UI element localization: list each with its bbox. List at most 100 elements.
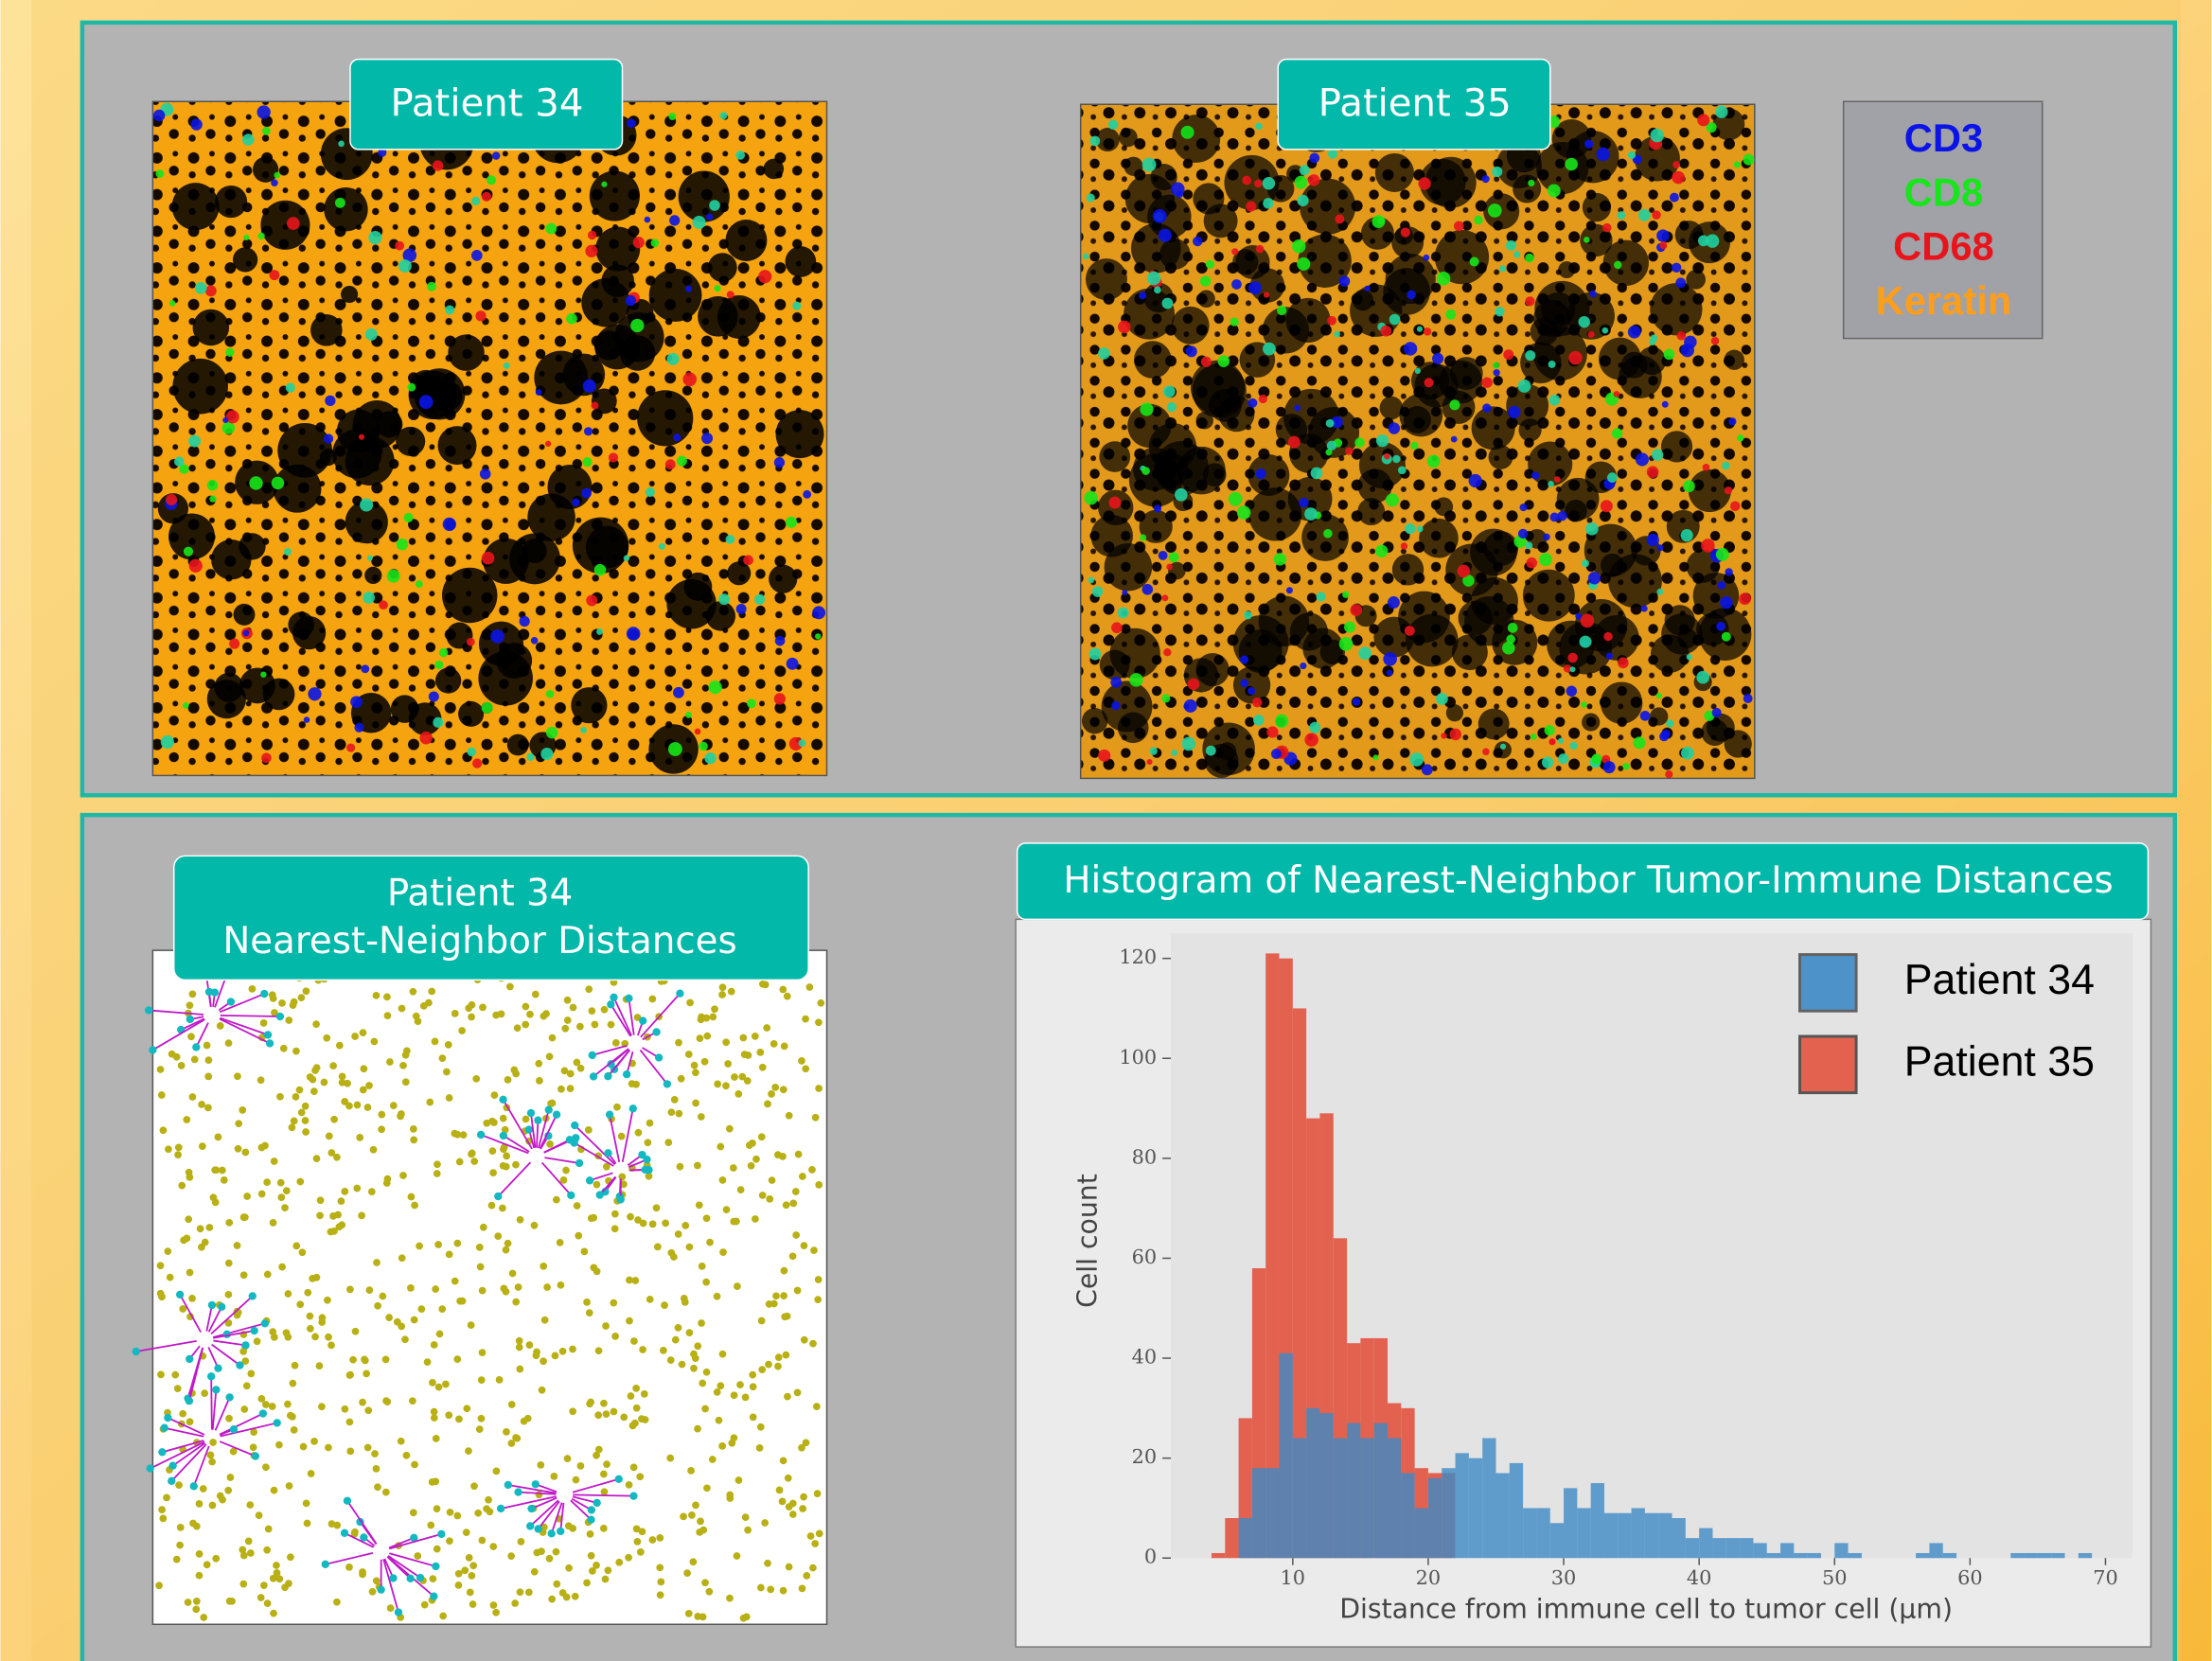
- tumor-cell: [292, 1243, 300, 1250]
- tumor-cell: [798, 1057, 805, 1065]
- image-label: Patient 35: [1318, 82, 1512, 126]
- stain: [1342, 592, 1349, 598]
- hist-bar: [1225, 1518, 1238, 1558]
- tumor-cell: [605, 1566, 612, 1574]
- tumor-cell: [714, 1080, 721, 1087]
- stain: [624, 556, 629, 561]
- stain: [1618, 211, 1626, 220]
- stain: [1636, 452, 1649, 466]
- tumor-cell: [771, 1084, 779, 1091]
- hist-bar: [1712, 1538, 1725, 1558]
- tumor-cell: [802, 1016, 809, 1023]
- stain: [261, 752, 272, 763]
- stain: [666, 579, 716, 628]
- tumor-cell: [803, 1439, 810, 1446]
- stain: [207, 680, 246, 718]
- stain: [1134, 341, 1172, 379]
- tumor-cell: [680, 1512, 687, 1520]
- tumor-cell: [316, 1211, 324, 1219]
- tumor-cell: [625, 1554, 632, 1562]
- stain: [726, 535, 735, 544]
- tumor-cell: [699, 1613, 707, 1620]
- immune-cell: [236, 1361, 243, 1369]
- tumor-cell: [174, 1385, 182, 1392]
- stain: [284, 548, 292, 556]
- immune-cell: [587, 1516, 594, 1524]
- hist-bar: [1482, 1439, 1495, 1559]
- tumor-cell: [681, 1222, 689, 1229]
- tumor-cell: [296, 1087, 304, 1094]
- stain: [1446, 704, 1463, 721]
- tumor-cell: [726, 1595, 734, 1602]
- stain: [717, 295, 761, 339]
- stain: [1110, 628, 1160, 679]
- tumor-cell: [815, 1085, 823, 1092]
- tumor-cell: [559, 1348, 567, 1355]
- stain: [1603, 240, 1649, 286]
- stain: [1159, 551, 1168, 560]
- tumor-cell: [731, 1073, 738, 1081]
- tumor-cell: [364, 1444, 372, 1452]
- tumor-cell: [183, 1116, 190, 1123]
- stain: [1549, 513, 1559, 522]
- stain: [583, 380, 596, 393]
- tumor-cell: [784, 1393, 791, 1401]
- stain: [1418, 177, 1430, 189]
- stain: [1389, 314, 1401, 326]
- stain: [1380, 397, 1404, 420]
- tumor-cell: [758, 1317, 766, 1325]
- stain: [1417, 327, 1423, 332]
- tumor-cell: [667, 1356, 675, 1364]
- tumor-cell: [434, 1505, 441, 1512]
- stain: [1253, 715, 1265, 726]
- tumor-cell: [539, 1387, 546, 1394]
- stain: [1300, 165, 1310, 175]
- immune-cell: [497, 1505, 504, 1512]
- tumor-cell: [516, 1344, 523, 1352]
- tumor-cell: [321, 1079, 328, 1087]
- tumor-cell: [479, 1003, 487, 1011]
- stain: [1614, 391, 1620, 398]
- stain: [1124, 157, 1142, 176]
- tumor-cell: [330, 1116, 338, 1123]
- stain: [1672, 263, 1681, 273]
- stain: [1701, 719, 1727, 746]
- tumor-cell: [303, 1500, 310, 1508]
- tumor-cell: [411, 1202, 418, 1210]
- hist-bar: [1618, 1513, 1631, 1559]
- stain: [1568, 351, 1582, 364]
- stain: [1725, 350, 1744, 370]
- tumor-cell: [709, 1014, 717, 1021]
- stain: [1584, 237, 1590, 243]
- stain: [1716, 622, 1725, 631]
- tumor-cell: [815, 1276, 823, 1283]
- stain: [1500, 744, 1506, 750]
- stain: [1182, 737, 1196, 751]
- y-tick-label: 40: [1132, 1346, 1158, 1369]
- stain: [1548, 361, 1556, 368]
- tumor-cell: [759, 1192, 767, 1199]
- immune-cell: [604, 1149, 611, 1157]
- tumor-cell: [240, 1271, 248, 1279]
- stain: [1410, 442, 1418, 450]
- immune-cell: [639, 1016, 646, 1024]
- tumor-cell: [780, 1457, 787, 1464]
- tumor-cell: [189, 1093, 197, 1101]
- tumor-cell: [187, 1033, 195, 1040]
- stain: [1569, 666, 1575, 672]
- stain: [669, 215, 680, 225]
- tumor-cell: [455, 1581, 463, 1589]
- stain: [292, 616, 326, 649]
- stain: [1286, 587, 1293, 593]
- tumor-cell: [639, 1346, 646, 1353]
- tumor-cell: [649, 1536, 657, 1544]
- stain: [1188, 679, 1199, 690]
- x-tick-label: 20: [1416, 1566, 1442, 1589]
- stain: [1087, 194, 1095, 203]
- stain: [1601, 327, 1608, 334]
- stain: [1204, 203, 1238, 238]
- tumor-cell: [327, 1228, 335, 1236]
- stain: [1588, 331, 1595, 338]
- tumor-cell: [516, 1366, 523, 1373]
- stain: [1650, 707, 1668, 725]
